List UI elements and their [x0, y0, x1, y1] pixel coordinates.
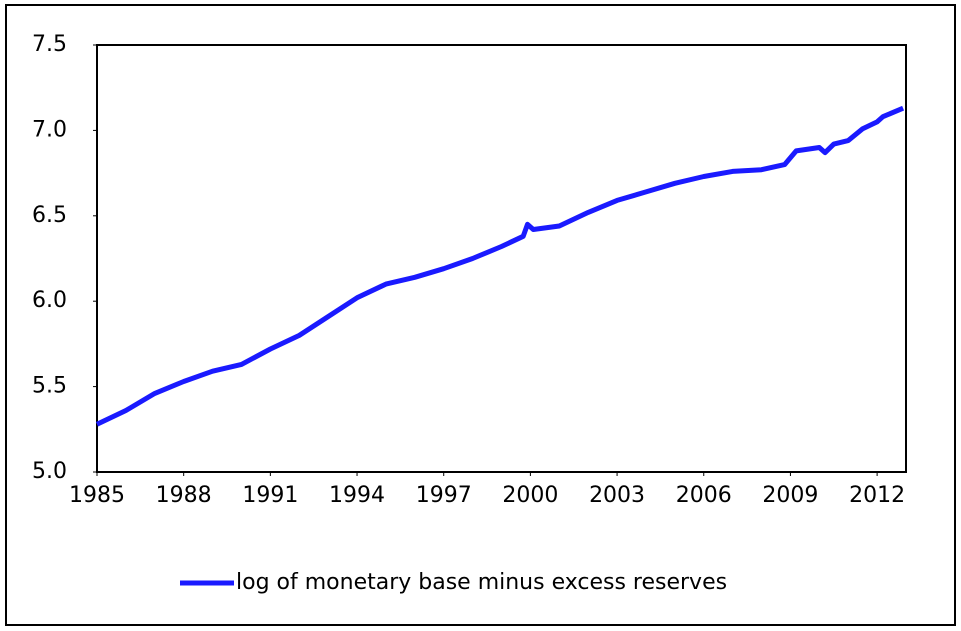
y-tick-label: 5.5 [32, 374, 67, 399]
y-tick-label: 6.5 [32, 203, 67, 228]
y-tick-label: 7.5 [32, 32, 67, 57]
plot-border [96, 44, 907, 473]
y-tick-label: 5.0 [32, 459, 67, 484]
series-line [95, 105, 905, 427]
x-tick-label: 1991 [242, 483, 298, 508]
y-tick-label: 6.0 [32, 288, 67, 313]
x-tick-label: 2006 [676, 483, 732, 508]
legend-label: log of monetary base minus excess reserv… [236, 570, 727, 595]
x-tick-label: 2000 [502, 483, 558, 508]
x-tick-label: 2003 [589, 483, 645, 508]
x-tick-label: 1988 [156, 483, 212, 508]
x-tick-label: 1985 [69, 483, 125, 508]
x-tick-label: 1997 [416, 483, 472, 508]
x-tick-label: 2009 [762, 483, 818, 508]
y-tick-label: 7.0 [32, 117, 67, 142]
x-tick-label: 1994 [329, 483, 385, 508]
chart-border [5, 4, 956, 626]
x-tick-label: 2012 [849, 483, 905, 508]
